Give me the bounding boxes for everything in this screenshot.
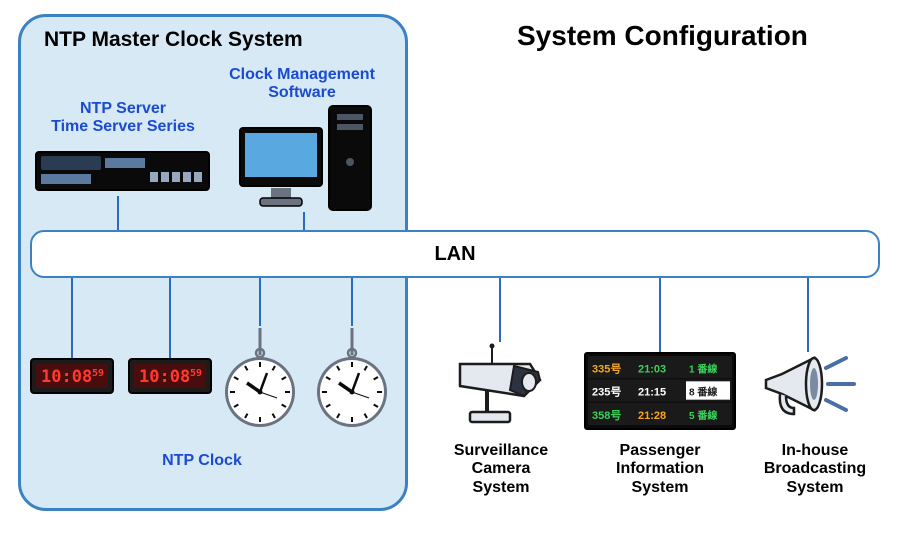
svg-text:21:28: 21:28 bbox=[638, 410, 666, 422]
broadcast-label: In-house Broadcasting System bbox=[745, 442, 885, 497]
analog-clock-icon bbox=[224, 326, 296, 430]
connector-line bbox=[807, 278, 809, 352]
ntp-server-label-l1: NTP Server bbox=[80, 100, 166, 117]
connector-line bbox=[117, 196, 119, 230]
ntp-clock-label: NTP Clock bbox=[142, 452, 262, 470]
svg-text:59: 59 bbox=[190, 368, 202, 379]
connector-line bbox=[351, 278, 353, 326]
passenger-label: Passenger Information System bbox=[595, 442, 725, 497]
lan-label: LAN bbox=[434, 243, 475, 266]
info-board-icon: 335号 21:03 1 番線 235号 21:15 8 番線 358号 21:28 5 番線 bbox=[584, 352, 736, 430]
svg-text:21:03: 21:03 bbox=[638, 363, 666, 375]
connector-line bbox=[659, 278, 661, 352]
digital-clock-icon: 10:0859 bbox=[128, 358, 212, 394]
ntp-server-label-l2: Time Server Series bbox=[51, 118, 195, 135]
svg-text:235号: 235号 bbox=[592, 386, 621, 399]
clock-mgmt-label-l2: Software bbox=[268, 84, 336, 101]
svg-text:1 番線: 1 番線 bbox=[689, 362, 717, 375]
svg-text:335号: 335号 bbox=[592, 362, 621, 375]
clock-mgmt-label: Clock Management Software bbox=[212, 66, 392, 103]
digital-clock-icon: 10:0859 bbox=[30, 358, 114, 394]
svg-text:5 番線: 5 番線 bbox=[689, 409, 717, 422]
speaker-icon bbox=[760, 348, 860, 432]
analog-clock-icon bbox=[316, 326, 388, 430]
connector-line bbox=[303, 212, 305, 230]
svg-text:8 番線: 8 番線 bbox=[689, 386, 717, 399]
ntp-server-label: NTP Server Time Server Series bbox=[38, 100, 208, 137]
camera-icon bbox=[452, 342, 552, 432]
svg-text:358号: 358号 bbox=[592, 409, 621, 422]
pc-icon bbox=[238, 104, 373, 212]
lan-box: LAN bbox=[30, 230, 880, 278]
page-title: System Configuration bbox=[517, 20, 808, 52]
connector-line bbox=[499, 278, 501, 342]
connector-line bbox=[71, 278, 73, 358]
svg-text:59: 59 bbox=[92, 368, 104, 379]
ntp-server-icon bbox=[35, 142, 210, 196]
clock-mgmt-label-l1: Clock Management bbox=[229, 66, 375, 83]
svg-text:21:15: 21:15 bbox=[638, 387, 666, 399]
connector-line bbox=[169, 278, 171, 358]
svg-text:10:08: 10:08 bbox=[41, 367, 92, 387]
surveillance-label: Surveillance Camera System bbox=[436, 442, 566, 497]
master-clock-title: NTP Master Clock System bbox=[44, 28, 303, 52]
connector-line bbox=[259, 278, 261, 326]
svg-text:10:08: 10:08 bbox=[139, 367, 190, 387]
